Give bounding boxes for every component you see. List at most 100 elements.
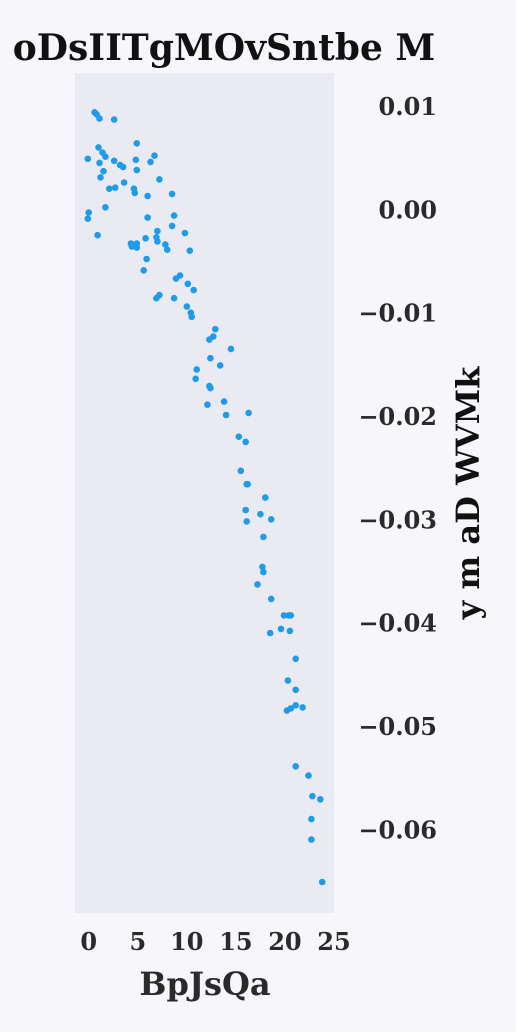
- y-tick-label-2: −0.01: [358, 299, 437, 328]
- data-point-69: [220, 398, 228, 405]
- data-point-2: [96, 115, 103, 122]
- data-point-32: [94, 231, 101, 239]
- data-point-66: [192, 375, 199, 383]
- data-point-11: [119, 163, 127, 171]
- data-point-3: [110, 116, 118, 123]
- data-point-52: [190, 286, 197, 294]
- data-point-50: [172, 275, 180, 282]
- y-axis-label: y m aD WVMk: [449, 366, 487, 621]
- data-point-95: [284, 677, 292, 684]
- data-point-97: [292, 702, 300, 709]
- data-point-59: [212, 325, 219, 333]
- data-point-12: [133, 140, 141, 147]
- data-point-28: [85, 209, 92, 216]
- x-ticks: 0 5 10 15 20 25: [80, 927, 350, 956]
- data-point-29: [84, 215, 92, 222]
- data-point-63: [207, 354, 214, 362]
- x-tick-label-4: 20: [268, 927, 301, 956]
- data-point-90: [285, 612, 293, 619]
- data-point-37: [142, 235, 149, 242]
- data-point-65: [193, 366, 200, 373]
- data-point-13: [151, 152, 158, 159]
- data-point-75: [237, 467, 245, 475]
- data-point-55: [170, 294, 178, 302]
- data-point-73: [235, 433, 243, 441]
- data-point-48: [140, 267, 147, 274]
- data-point-62: [227, 345, 235, 353]
- data-point-21: [111, 184, 119, 191]
- data-point-8: [96, 159, 103, 167]
- data-point-46: [186, 247, 194, 254]
- data-point-70: [204, 401, 211, 409]
- data-point-45: [163, 246, 171, 253]
- data-point-79: [242, 506, 249, 514]
- y-tick-label-7: −0.06: [358, 815, 437, 844]
- data-point-61: [206, 336, 213, 343]
- data-point-103: [309, 792, 316, 800]
- data-point-105: [308, 815, 315, 823]
- data-point-80: [257, 510, 264, 518]
- data-point-9: [110, 157, 118, 165]
- data-point-19: [120, 179, 128, 186]
- data-point-31: [170, 212, 178, 219]
- data-point-7: [84, 155, 92, 163]
- data-point-56: [183, 303, 191, 310]
- x-tick-label-3: 15: [219, 927, 252, 956]
- data-point-58: [188, 313, 195, 321]
- y-tick-label-4: −0.03: [358, 505, 437, 534]
- data-point-84: [259, 563, 266, 571]
- data-point-81: [267, 516, 275, 523]
- data-point-27: [102, 204, 109, 211]
- data-point-68: [207, 384, 214, 392]
- data-point-98: [299, 704, 306, 711]
- data-point-96: [292, 686, 300, 694]
- data-point-93: [266, 629, 274, 637]
- data-point-6: [102, 153, 109, 160]
- data-point-78: [262, 494, 269, 501]
- y-tick-label-3: −0.02: [358, 402, 437, 431]
- data-point-77: [243, 480, 250, 488]
- data-point-25: [168, 190, 176, 198]
- plot-area: [75, 73, 334, 913]
- data-point-54: [153, 294, 160, 302]
- data-point-23: [131, 189, 139, 197]
- data-point-26: [144, 192, 151, 200]
- data-point-44: [162, 241, 169, 248]
- data-point-14: [132, 156, 140, 164]
- data-point-18: [97, 174, 104, 181]
- x-tick-label-0: 0: [80, 927, 97, 956]
- points-layer: [84, 109, 326, 886]
- data-point-104: [317, 796, 324, 803]
- data-point-106: [308, 836, 315, 843]
- chart-title: oDsIITgMOvSntbe M: [13, 27, 436, 69]
- data-point-92: [286, 627, 294, 635]
- data-point-88: [280, 612, 288, 619]
- y-tick-label-6: −0.05: [358, 712, 437, 741]
- data-point-71: [245, 409, 252, 417]
- y-tick-label-0: 0.01: [379, 92, 437, 121]
- data-point-38: [154, 238, 161, 245]
- data-point-107: [318, 878, 326, 886]
- data-point-15: [147, 158, 154, 166]
- data-point-91: [277, 625, 285, 633]
- data-point-43: [133, 244, 141, 251]
- data-point-64: [216, 362, 224, 369]
- data-point-34: [154, 227, 161, 235]
- data-point-83: [260, 533, 267, 541]
- data-point-72: [222, 411, 230, 419]
- x-tick-label-1: 5: [129, 927, 146, 956]
- data-point-16: [100, 167, 107, 175]
- data-point-24: [156, 176, 163, 183]
- data-point-82: [243, 518, 250, 525]
- data-point-33: [168, 222, 176, 230]
- y-tick-label-1: 0.00: [379, 195, 437, 224]
- x-tick-label-5: 25: [317, 927, 350, 956]
- data-point-101: [292, 763, 300, 770]
- x-axis-label: BpJsQa: [139, 965, 270, 1003]
- x-tick-label-2: 10: [170, 927, 203, 956]
- data-point-100: [287, 705, 295, 712]
- data-point-51: [184, 280, 192, 288]
- data-point-47: [143, 255, 150, 263]
- data-point-85: [260, 568, 267, 576]
